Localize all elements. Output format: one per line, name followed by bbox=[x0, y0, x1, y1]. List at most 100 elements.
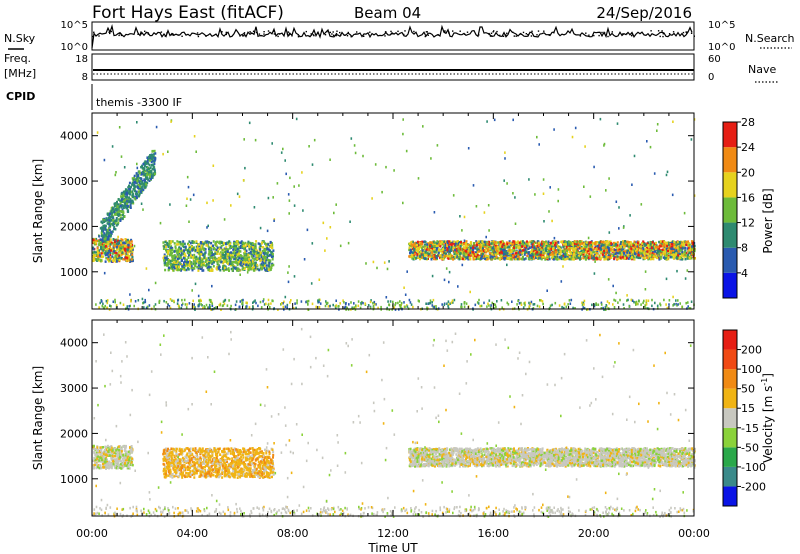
data-point bbox=[447, 255, 450, 258]
data-point bbox=[198, 244, 201, 248]
data-point bbox=[482, 242, 485, 246]
data-point bbox=[494, 244, 497, 247]
data-point bbox=[586, 249, 589, 253]
data-point bbox=[420, 255, 423, 259]
data-point bbox=[526, 240, 528, 243]
data-point bbox=[685, 240, 688, 244]
data-point bbox=[150, 163, 153, 167]
data-point bbox=[128, 205, 131, 209]
data-point bbox=[236, 251, 239, 254]
data-point bbox=[171, 251, 173, 255]
data-point bbox=[171, 240, 174, 243]
data-point bbox=[575, 256, 578, 259]
data-point bbox=[104, 245, 107, 248]
data-point bbox=[575, 250, 578, 253]
data-point bbox=[152, 166, 155, 169]
data-point bbox=[265, 267, 268, 270]
noise-search-point bbox=[437, 34, 439, 36]
data-point bbox=[150, 172, 153, 175]
data-point bbox=[168, 240, 171, 243]
data-point bbox=[425, 254, 428, 257]
noise-search-point bbox=[452, 30, 454, 32]
data-point bbox=[248, 258, 251, 261]
data-point bbox=[520, 240, 522, 243]
data-point bbox=[187, 256, 190, 259]
data-point bbox=[653, 242, 656, 246]
data-point bbox=[513, 249, 516, 252]
data-point bbox=[208, 261, 210, 265]
data-point bbox=[238, 261, 241, 264]
data-point bbox=[441, 256, 444, 259]
data-point bbox=[230, 254, 233, 257]
data-point bbox=[168, 266, 171, 270]
data-point bbox=[135, 179, 137, 182]
data-point bbox=[503, 246, 506, 250]
data-point bbox=[430, 249, 433, 252]
data-point bbox=[181, 265, 184, 268]
data-point bbox=[521, 249, 524, 252]
data-point bbox=[107, 252, 109, 255]
data-point bbox=[225, 246, 228, 249]
data-point bbox=[665, 247, 668, 251]
data-point bbox=[648, 249, 651, 252]
data-point bbox=[233, 261, 236, 264]
data-point bbox=[251, 246, 254, 249]
data-point bbox=[613, 251, 616, 254]
data-point bbox=[592, 248, 594, 251]
data-point bbox=[147, 158, 149, 161]
data-point bbox=[509, 256, 512, 259]
data-point bbox=[489, 252, 491, 255]
data-point bbox=[690, 243, 693, 247]
data-point bbox=[507, 245, 510, 249]
data-point bbox=[648, 245, 651, 248]
data-point bbox=[690, 252, 693, 256]
data-point bbox=[451, 242, 454, 245]
data-point bbox=[220, 254, 223, 257]
noise-search-point bbox=[249, 31, 251, 33]
data-point bbox=[481, 252, 484, 256]
data-point bbox=[208, 269, 211, 272]
data-point bbox=[200, 250, 203, 254]
data-point bbox=[541, 253, 543, 256]
data-point bbox=[174, 246, 177, 250]
data-point bbox=[442, 257, 445, 261]
data-point bbox=[137, 183, 140, 187]
data-point bbox=[95, 242, 97, 246]
data-point bbox=[173, 242, 176, 245]
data-point bbox=[490, 254, 493, 257]
data-point bbox=[422, 251, 425, 255]
data-point bbox=[109, 245, 111, 248]
noise-sky-line bbox=[91, 24, 693, 49]
data-point bbox=[149, 166, 152, 169]
data-point bbox=[594, 251, 597, 255]
data-point bbox=[272, 249, 275, 252]
data-point bbox=[195, 240, 198, 243]
data-point bbox=[693, 249, 696, 253]
data-point bbox=[169, 250, 172, 254]
data-point bbox=[480, 250, 483, 254]
data-point bbox=[107, 260, 110, 263]
data-point bbox=[203, 254, 206, 257]
data-point bbox=[177, 250, 180, 253]
data-point bbox=[183, 250, 186, 254]
data-point bbox=[154, 152, 157, 155]
data-point bbox=[408, 246, 411, 249]
data-point bbox=[120, 192, 123, 195]
data-point bbox=[643, 242, 646, 246]
data-point bbox=[229, 242, 232, 245]
data-point bbox=[192, 262, 195, 265]
data-point bbox=[108, 258, 111, 262]
data-point bbox=[109, 253, 112, 257]
data-point bbox=[127, 243, 130, 247]
data-point bbox=[693, 244, 696, 248]
data-point bbox=[435, 249, 438, 252]
data-point bbox=[194, 248, 197, 252]
data-point bbox=[553, 254, 556, 257]
data-point bbox=[99, 241, 102, 245]
data-point bbox=[264, 265, 266, 268]
data-point bbox=[176, 264, 179, 268]
data-point bbox=[142, 171, 144, 174]
freq-trace bbox=[93, 69, 694, 75]
data-point bbox=[215, 267, 218, 270]
data-point bbox=[101, 229, 103, 232]
